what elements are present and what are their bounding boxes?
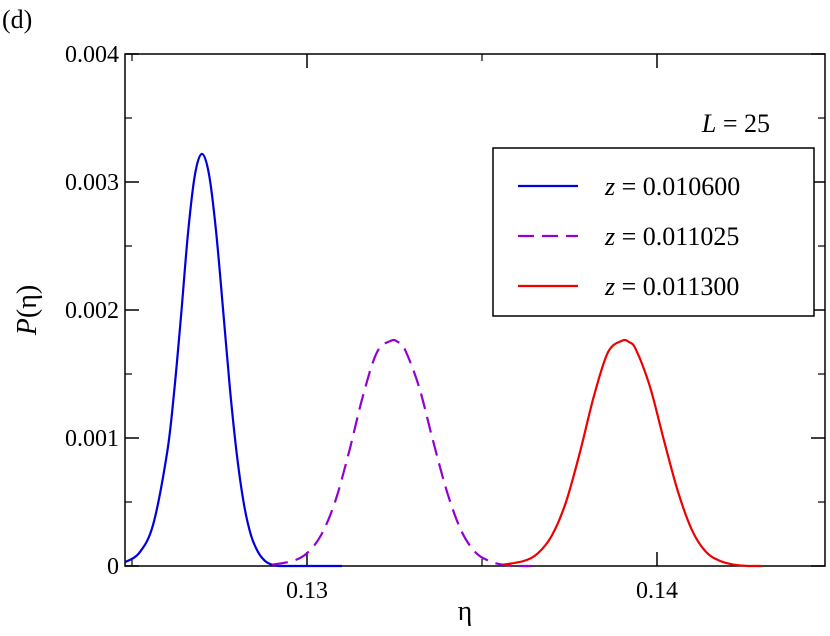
- y-axis-title: P(η): [12, 285, 43, 336]
- legend-var: z: [604, 272, 615, 301]
- annotation-L: L = 25: [701, 109, 770, 138]
- series-line-2: [271, 338, 531, 568]
- legend-var: z: [604, 172, 615, 201]
- y-tick-label: 0.004: [65, 42, 119, 68]
- series-line-1: [124, 152, 342, 568]
- annotation-value: = 25: [716, 109, 770, 138]
- series-layer: [124, 152, 762, 568]
- y-tick-label: 0.003: [65, 170, 119, 196]
- legend-box: [492, 147, 815, 317]
- ticks: 0 0.001 0.002 0.003 0.004 0.13 0.14: [65, 42, 825, 604]
- x-tick-label: 0.14: [636, 578, 678, 604]
- legend-value: = 0.011300: [615, 272, 739, 301]
- x-axis-title: η: [458, 596, 473, 627]
- series-line-3: [502, 338, 762, 568]
- legend-label-2: z = 0.011025: [604, 222, 739, 251]
- legend-value: = 0.010600: [615, 172, 740, 201]
- panel-label: (d): [2, 5, 32, 34]
- y-tick-label: 0.001: [65, 426, 119, 452]
- legend-value: = 0.011025: [615, 222, 739, 251]
- legend-label-1: z = 0.010600: [604, 172, 740, 201]
- legend-label-3: z = 0.011300: [604, 272, 739, 301]
- legend-var: z: [604, 222, 615, 251]
- y-tick-label: 0: [107, 554, 119, 580]
- x-tick-label: 0.13: [286, 578, 328, 604]
- annotation-var: L: [701, 109, 716, 138]
- y-tick-label: 0.002: [65, 298, 119, 324]
